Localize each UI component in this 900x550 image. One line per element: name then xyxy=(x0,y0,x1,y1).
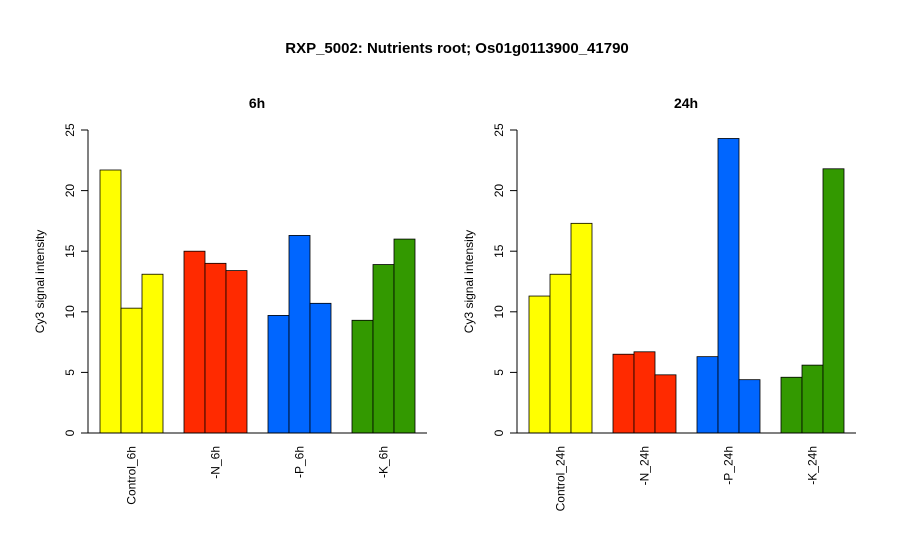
bar xyxy=(204,262,227,434)
x-tick-label: -P_24h xyxy=(722,446,736,485)
bar xyxy=(738,379,761,434)
bar xyxy=(549,273,572,434)
bar xyxy=(801,364,824,434)
main-title: RXP_5002: Nutrients root; Os01g0113900_4… xyxy=(285,40,629,57)
panel-24h: 24h 0 5 10 15 20 25 Cy3 signal intensity Contro… xyxy=(462,95,856,511)
y-tick-label: 5 xyxy=(492,369,506,376)
panel-title: 6h xyxy=(249,95,265,111)
y-tick-label: 0 xyxy=(63,429,77,436)
bar xyxy=(309,302,332,434)
y-tick-label: 15 xyxy=(492,244,506,258)
y-tick-label: 20 xyxy=(492,184,506,198)
x-tick-label: -N_6h xyxy=(209,446,223,479)
x-tick-label: -N_24h xyxy=(638,446,652,485)
bar xyxy=(528,295,551,434)
bar xyxy=(696,356,719,434)
y-tick-label: 5 xyxy=(63,369,77,376)
bar xyxy=(183,250,206,434)
y-tick-label: 15 xyxy=(63,244,77,258)
panel-6h: 6h 0 5 10 15 20 25 Cy3 signal intensity Control… xyxy=(33,95,427,505)
x-tick-label: Control_6h xyxy=(125,446,139,505)
y-tick-label: 10 xyxy=(63,305,77,319)
bar xyxy=(267,315,290,434)
x-tick-label: -K_24h xyxy=(806,446,820,485)
bar xyxy=(393,238,416,434)
bar xyxy=(570,222,593,434)
x-tick-label: -P_6h xyxy=(293,446,307,478)
bar xyxy=(225,270,248,434)
bar xyxy=(780,376,803,434)
bar xyxy=(654,374,677,434)
y-tick-label: 25 xyxy=(492,123,506,137)
bar xyxy=(99,169,122,434)
y-tick-label: 25 xyxy=(63,123,77,137)
panel-title: 24h xyxy=(674,95,698,111)
x-tick-label: Control_24h xyxy=(554,446,568,511)
bar xyxy=(633,351,656,434)
bar xyxy=(288,235,311,434)
y-tick-label: 10 xyxy=(492,305,506,319)
bar xyxy=(372,264,395,434)
x-tick-label: -K_6h xyxy=(377,446,391,478)
bar xyxy=(120,307,143,434)
bar xyxy=(612,353,635,434)
y-tick-label: 20 xyxy=(63,184,77,198)
y-tick-label: 0 xyxy=(492,429,506,436)
y-axis-label: Cy3 signal intensity xyxy=(33,230,47,333)
bar xyxy=(141,273,164,434)
bar xyxy=(822,168,845,434)
bar xyxy=(717,138,740,434)
bar xyxy=(351,319,374,434)
y-axis-label: Cy3 signal intensity xyxy=(462,230,476,333)
